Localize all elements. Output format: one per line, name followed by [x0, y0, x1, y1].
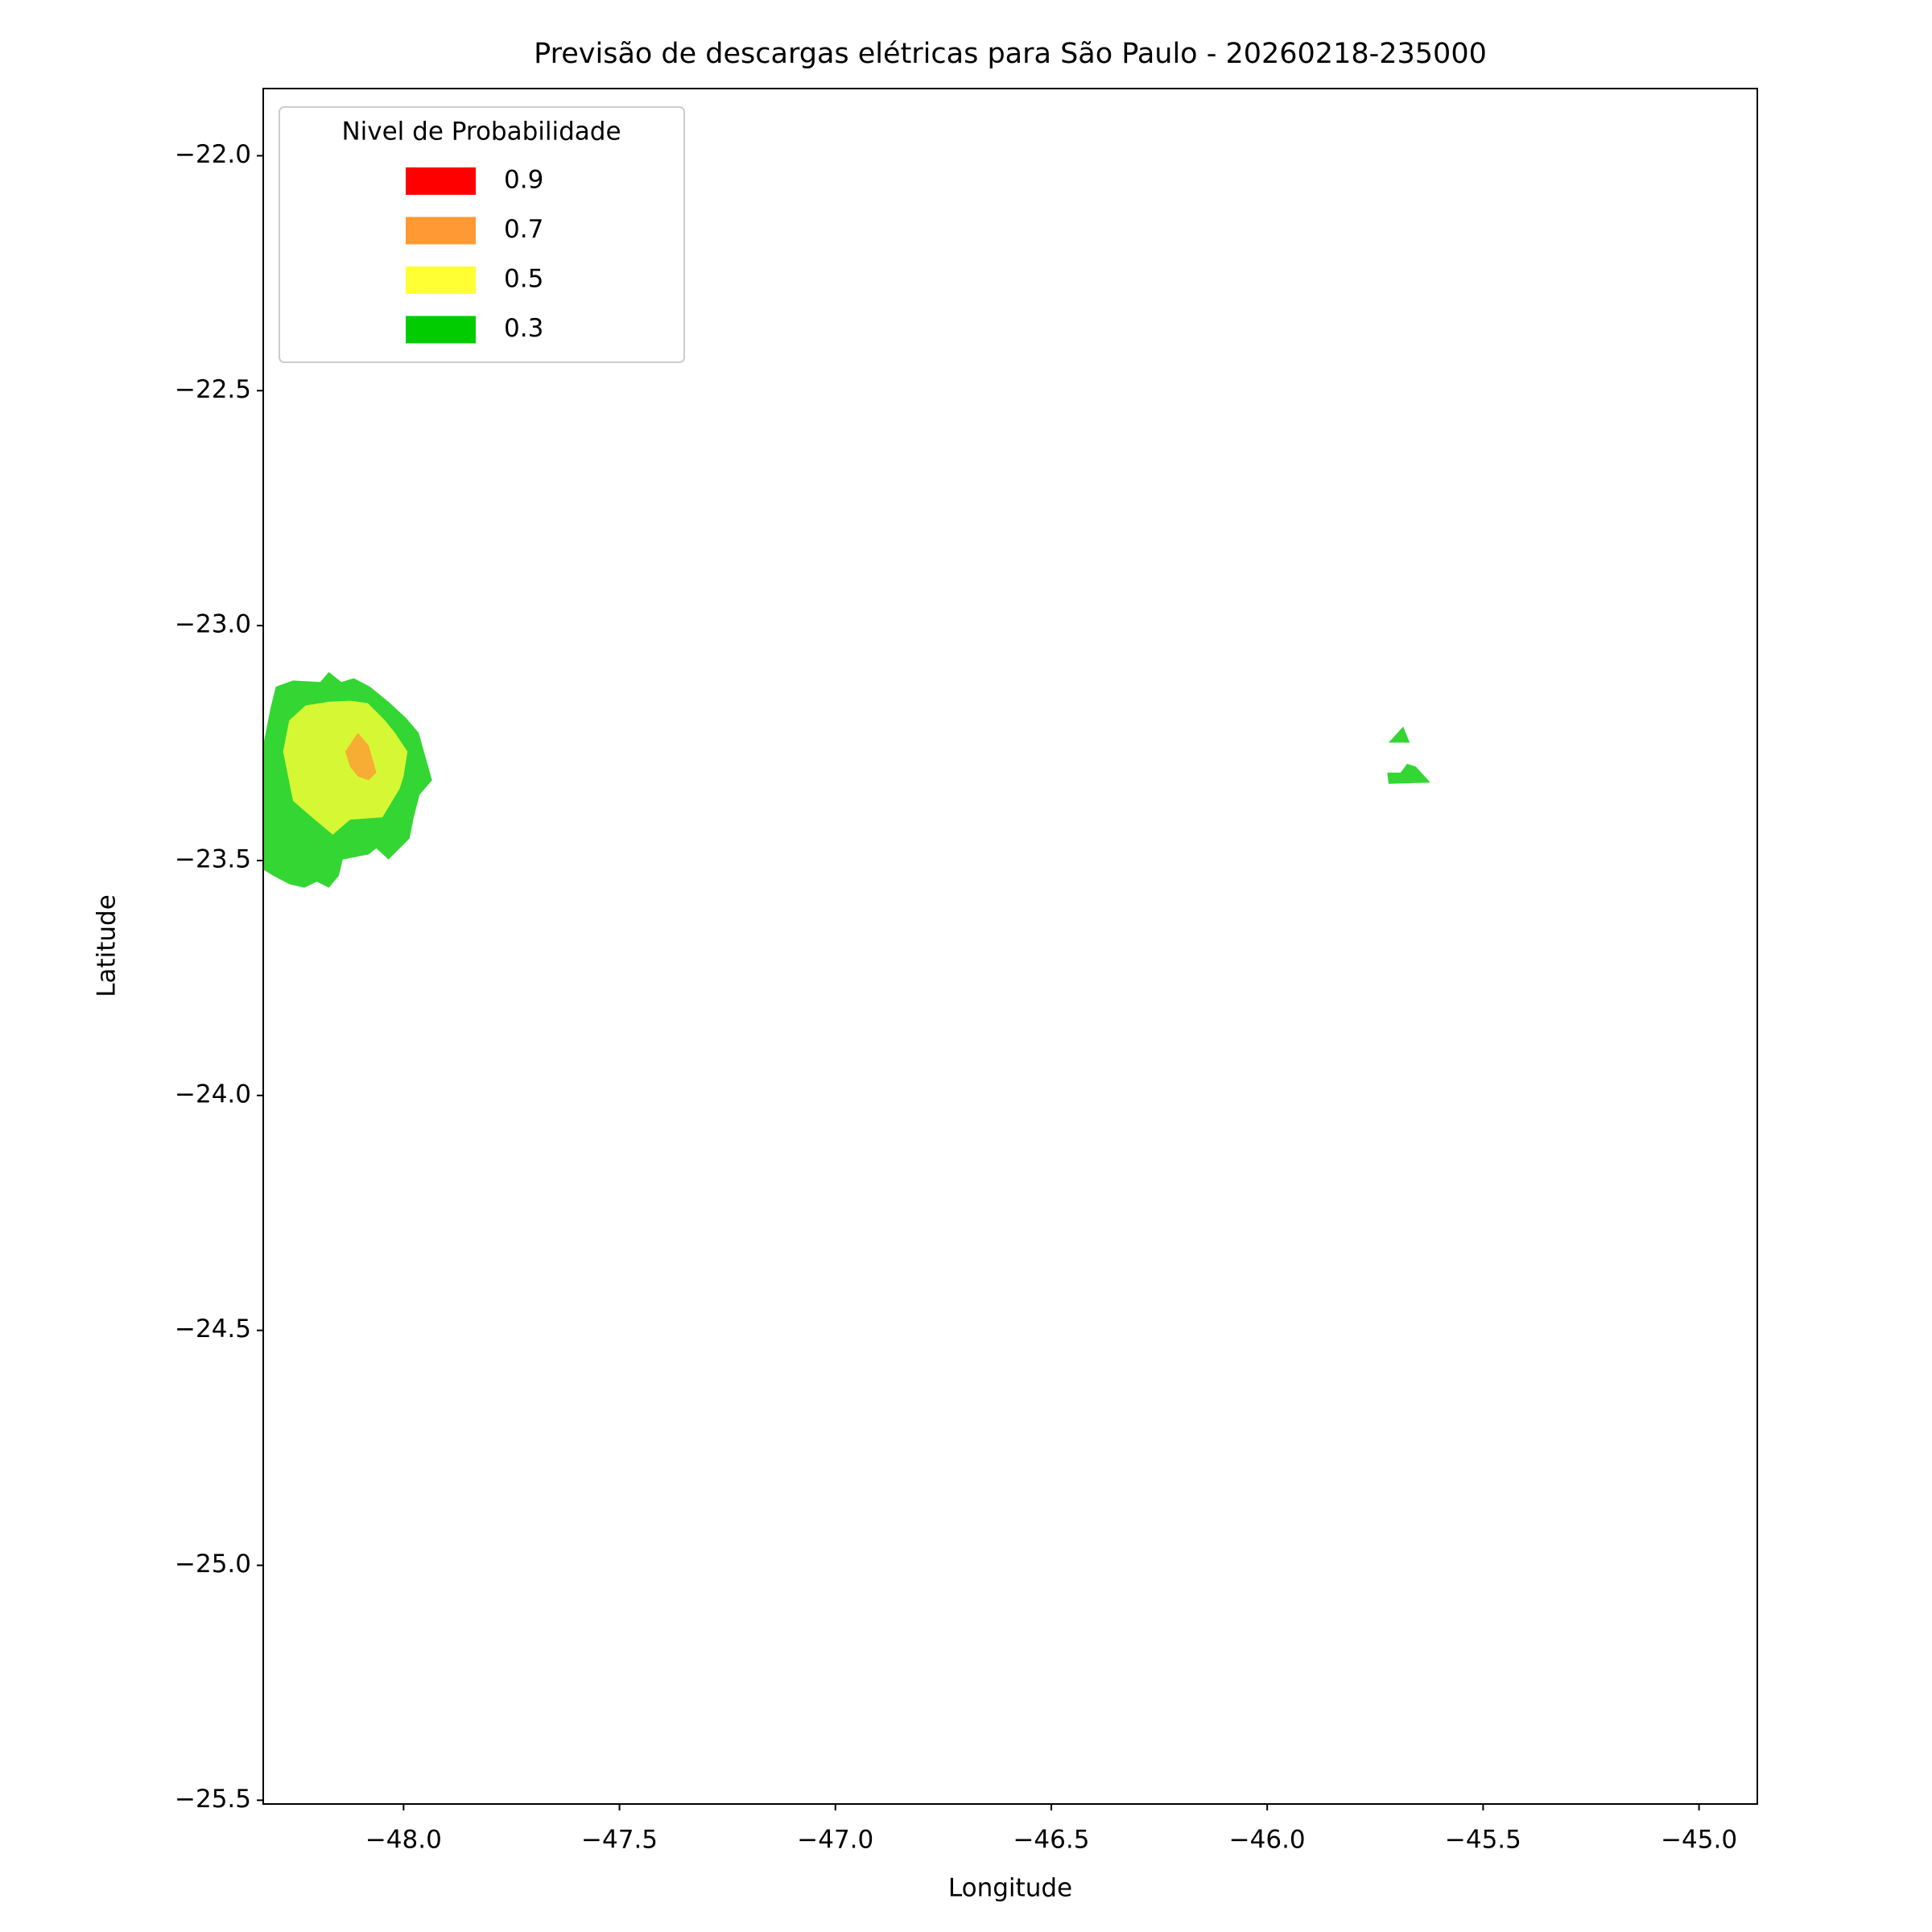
y-tick-label: −24.5: [175, 1315, 251, 1344]
legend-box: [279, 106, 685, 363]
legend-swatch: [406, 217, 476, 245]
x-tick-label: −47.5: [581, 1826, 658, 1855]
x-tick-label: −47.0: [797, 1826, 873, 1855]
legend-label: 0.9: [504, 166, 543, 195]
y-tick-label: −24.0: [175, 1080, 251, 1108]
chart-title: Previsão de descargas elétricas para São…: [534, 38, 1487, 70]
x-tick-label: −46.5: [1013, 1826, 1089, 1855]
legend-swatch: [406, 316, 476, 344]
contour-region: [1388, 726, 1410, 743]
contour-region: [345, 733, 377, 781]
x-tick-label: −46.0: [1229, 1826, 1306, 1855]
contour-region: [283, 700, 408, 835]
legend: Nivel de Probabilidade 0.9 0.7 0.5 0.3: [279, 106, 685, 363]
x-axis-label: Longitude: [948, 1874, 1072, 1903]
legend-title: Nivel de Probabilidade: [341, 118, 621, 147]
contour-region: [1387, 763, 1430, 784]
x-tick-label: −45.0: [1661, 1826, 1737, 1855]
y-tick-label: −23.0: [175, 610, 251, 639]
x-tick-label: −45.5: [1445, 1826, 1521, 1855]
x-tick-label: −48.0: [365, 1826, 442, 1855]
y-tick-label: −23.5: [175, 844, 251, 873]
y-tick-label: −25.5: [175, 1785, 251, 1814]
legend-swatch: [406, 266, 476, 294]
legend-label: 0.5: [504, 265, 543, 294]
y-tick-label: −25.0: [175, 1550, 251, 1579]
axes: −48.0 −47.5 −47.0 −46.5 −46.0 −45.5 −45.0 −22.0…: [175, 88, 1758, 1855]
legend-label: 0.3: [504, 314, 543, 343]
legend-swatch: [406, 167, 476, 195]
y-tick-label: −22.5: [175, 375, 251, 404]
plot-frame: [262, 88, 1758, 1805]
y-axis-label: Latitude: [93, 894, 122, 997]
legend-label: 0.7: [504, 215, 543, 244]
y-tick-label: −22.0: [175, 140, 251, 169]
plot-area: [263, 671, 1430, 888]
